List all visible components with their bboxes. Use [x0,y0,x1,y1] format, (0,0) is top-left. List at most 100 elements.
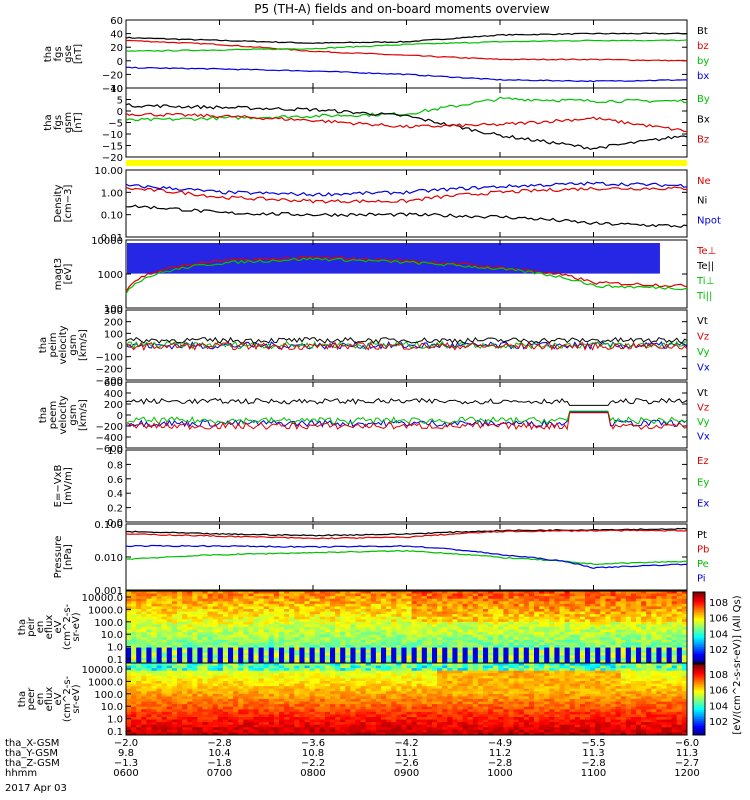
spec-cell [131,691,137,695]
spec-cell [350,701,356,705]
spec-cell [579,639,586,643]
spec-cell [457,629,463,633]
spec-cell [391,650,397,654]
spec-cell [141,645,147,648]
spec-cell [309,714,316,718]
spec-cell [258,614,265,618]
spec-cell [222,614,229,618]
spec-cell [381,652,387,656]
spec-cell [299,606,305,610]
y-tick-label: −200 [96,364,123,375]
spec-cell [355,678,361,682]
spec-cell [370,668,377,672]
spec-cell [585,609,591,612]
spec-cell [549,601,555,605]
spec-cell [324,634,331,638]
spec-cell [126,614,132,618]
spec-cell [396,663,402,666]
spec-cell [253,593,259,597]
spec-cell [161,657,168,661]
spec-cell [171,678,178,682]
spec-cell [375,627,382,630]
spec-cell [324,693,331,697]
spec-cell [365,596,372,600]
spec-cell [268,665,275,669]
spec-cell [309,691,316,695]
spec-cell [171,591,178,594]
spec-cell [268,711,275,715]
spec-cell [508,632,514,636]
spec-cell [330,593,336,597]
spec-cell [238,686,244,690]
spec-cell [212,696,219,700]
spec-cell [681,603,688,607]
spec-cell [253,670,259,674]
spec-cell [212,675,219,679]
spec-cell [126,693,132,697]
spec-cell [447,655,453,659]
spec-cell [554,657,560,661]
spec-cell [151,603,157,607]
spec-cell [156,675,163,679]
spec-cell [467,624,474,628]
spec-cell [401,645,407,648]
spec-cell [590,632,596,636]
spec-cell [146,732,152,736]
spec-cell [559,645,565,648]
spec-cell [248,621,254,625]
spec-cell [171,714,178,718]
spec-cell [319,693,326,697]
spec-cell [299,719,305,723]
spec-cell [314,688,321,692]
spec-cell [513,606,520,610]
spec-cell [335,601,341,605]
spec-cell [483,637,489,641]
spec-cell [630,632,637,636]
spec-cell [217,709,224,713]
spec-cell [294,701,300,705]
spec-cell [406,609,412,612]
spec-cell [192,665,198,669]
spec-cell [508,596,514,600]
spec-cell [681,611,688,615]
spec-cell [330,704,336,708]
spec-cell [554,609,560,612]
spec-cell [396,642,402,646]
spec-cell [202,670,208,674]
spec-cell [386,668,392,672]
spec-cell [258,655,265,659]
spec-cell [416,616,423,620]
spec-cell [574,603,581,607]
spec-cell [523,657,530,661]
spec-cell [432,593,438,597]
spec-cell [681,650,688,654]
spec-cell [625,614,632,618]
spec-cell [386,596,392,600]
spec-cell [345,717,351,720]
spec-cell [447,598,453,602]
spec-cell [238,611,244,615]
spec-cell [595,634,601,638]
spec-cell [375,603,382,607]
spec-cell [462,632,469,636]
spec-cell [391,652,397,656]
spec-cell [421,621,428,625]
spec-cell [365,691,372,695]
spec-cell [243,727,249,731]
spec-cell [263,624,270,628]
spec-cell [151,670,157,674]
spec-cell [513,591,520,594]
spec-cell [391,719,397,723]
spec-cell [182,657,188,661]
spec-cell [217,717,224,720]
spec-cell [319,688,326,692]
spec-cell [391,663,397,666]
spec-cell [518,596,525,600]
spec-cell [319,624,326,628]
spec-cell [202,727,208,731]
spec-cell [222,609,229,612]
spec-cell [539,591,545,594]
spec-cell [391,619,397,623]
spec-cell [304,686,310,690]
spec-cell [340,709,346,713]
